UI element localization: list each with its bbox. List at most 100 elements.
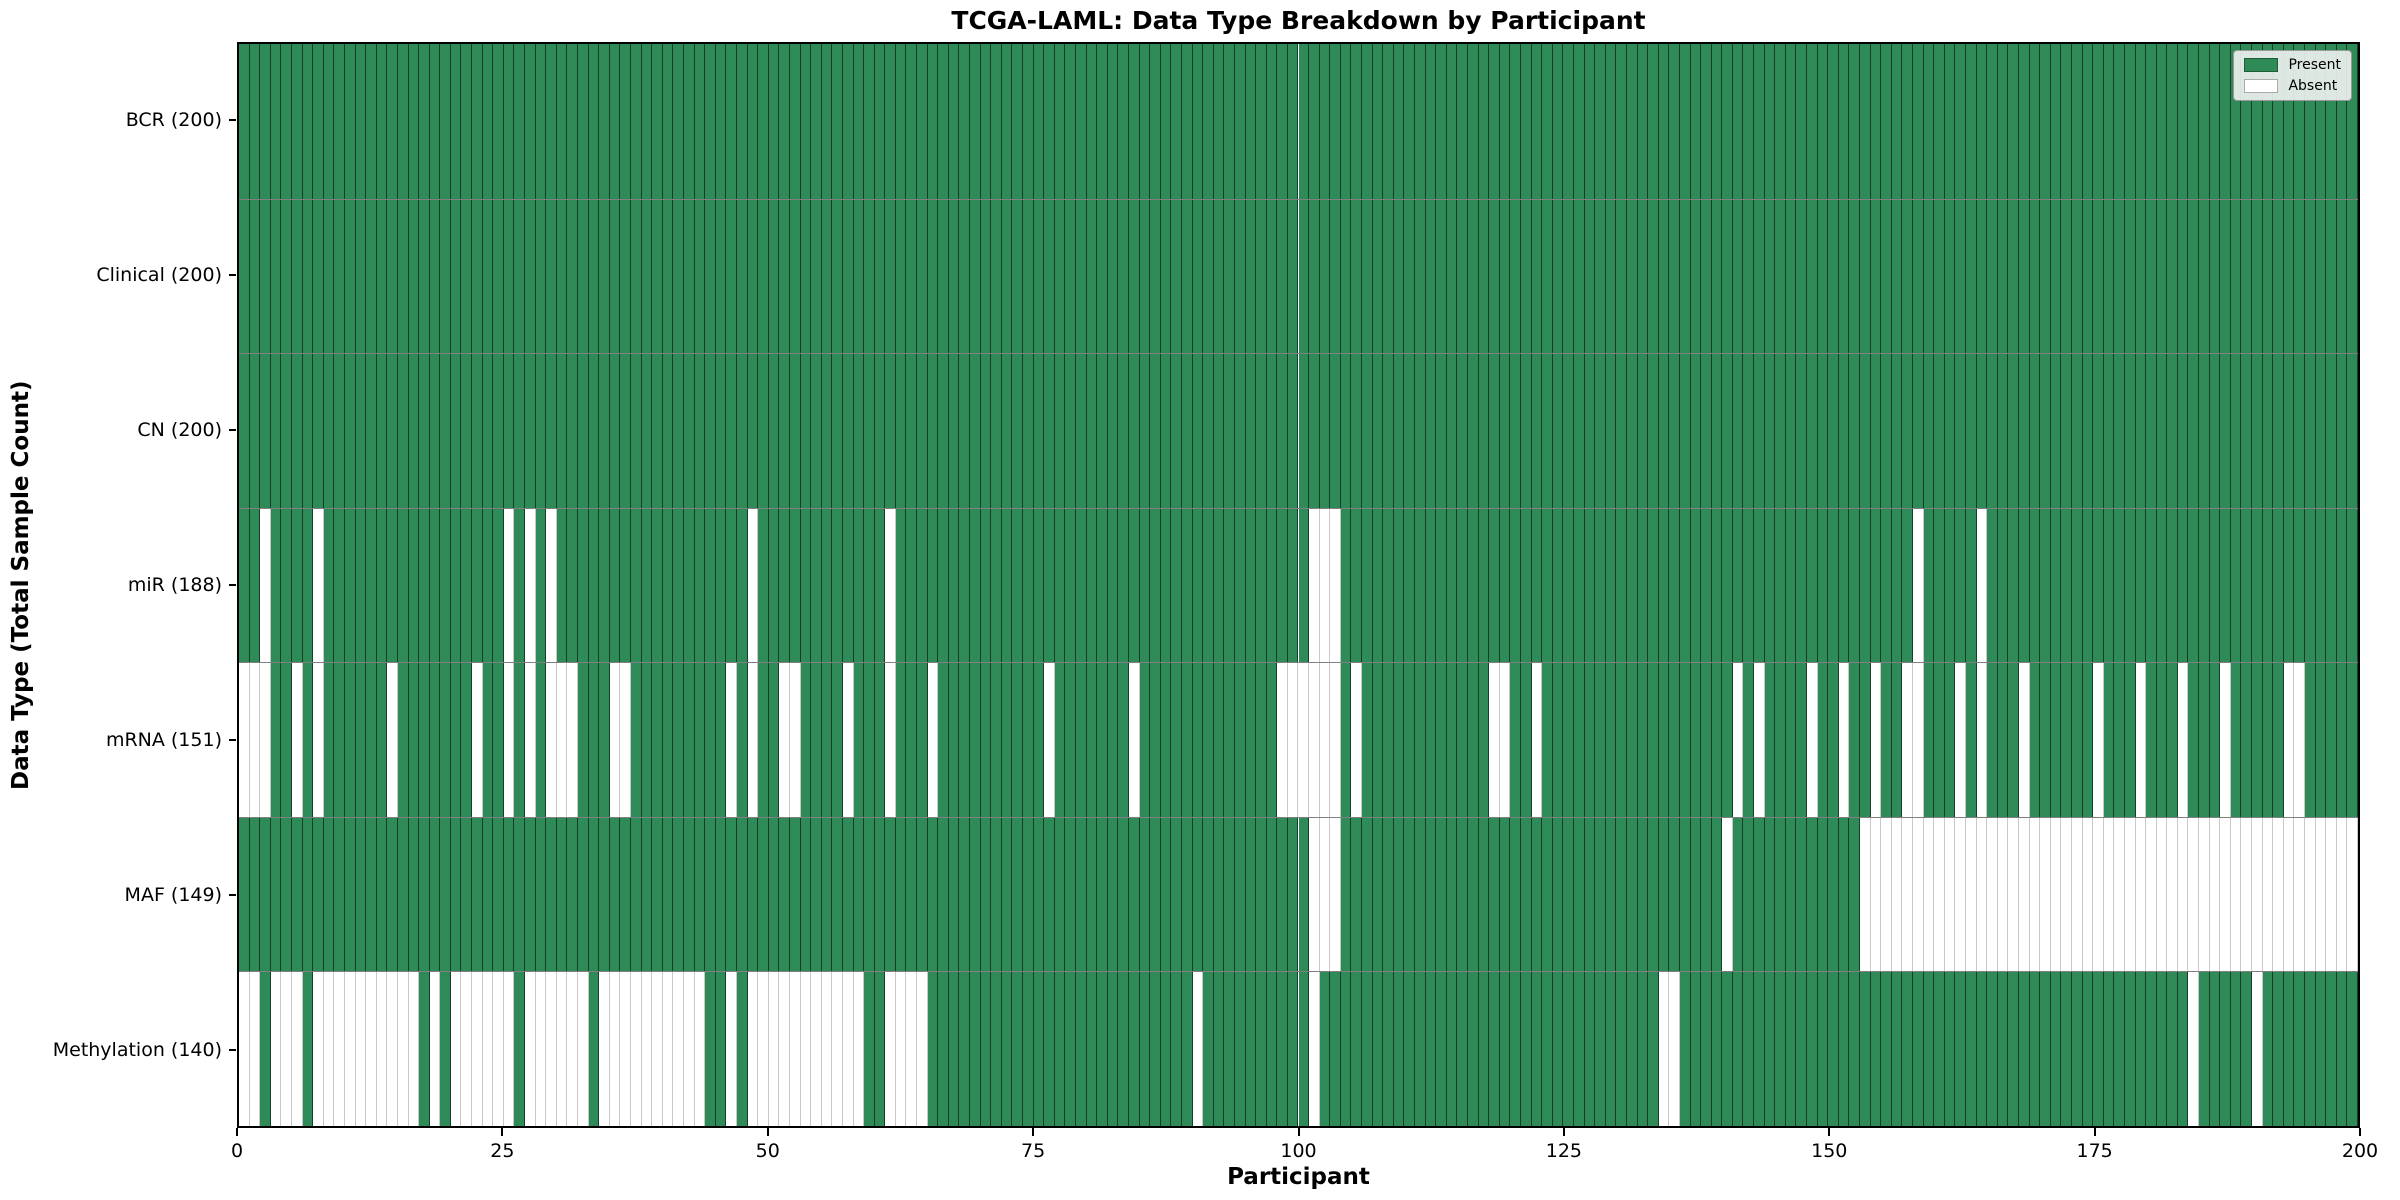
heatmap-cell xyxy=(821,972,833,1126)
heatmap-cell xyxy=(768,663,780,817)
heatmap-cell xyxy=(493,817,504,972)
heatmap-cell xyxy=(2230,354,2242,508)
heatmap-cell xyxy=(779,44,790,199)
heatmap-cell xyxy=(631,972,642,1126)
heatmap-cell xyxy=(482,354,494,508)
heatmap-cell xyxy=(1192,663,1204,817)
heatmap-cell xyxy=(1817,44,1829,199)
heatmap-cell xyxy=(535,508,547,663)
heatmap-cell xyxy=(461,354,473,508)
heatmap-cell xyxy=(2188,972,2200,1126)
heatmap-cell xyxy=(1489,972,1500,1126)
heatmap-cell xyxy=(895,817,907,972)
heatmap-cell xyxy=(493,44,504,199)
heatmap-cell xyxy=(2230,817,2242,972)
heatmap-cell xyxy=(1658,508,1670,663)
heatmap-cell xyxy=(482,972,494,1126)
heatmap-cell xyxy=(1351,508,1363,663)
heatmap-cell xyxy=(1319,199,1331,354)
heatmap-cell xyxy=(2209,354,2221,508)
heatmap-cell xyxy=(2061,817,2072,972)
heatmap-cell xyxy=(1891,817,1903,972)
heatmap-cell xyxy=(736,44,748,199)
heatmap-cell xyxy=(1669,354,1680,508)
heatmap-cell xyxy=(1468,817,1479,972)
heatmap-cell xyxy=(2103,663,2115,817)
heatmap-cell xyxy=(726,354,737,508)
heatmap-cell xyxy=(874,817,886,972)
heatmap-cell xyxy=(1224,663,1235,817)
heatmap-cell xyxy=(1097,354,1108,508)
heatmap-cell xyxy=(376,817,388,972)
heatmap-cell xyxy=(885,354,896,508)
heatmap-cell xyxy=(291,663,303,817)
heatmap-cell xyxy=(313,508,324,663)
heatmap-row xyxy=(239,816,2358,972)
heatmap-cell xyxy=(906,508,918,663)
heatmap-cell xyxy=(2315,817,2327,972)
heatmap-cell xyxy=(1404,44,1416,199)
heatmap-cell xyxy=(1987,354,1998,508)
heatmap-cell xyxy=(1192,972,1204,1126)
heatmap-cell xyxy=(2241,199,2253,354)
heatmap-cell xyxy=(1976,199,1988,354)
heatmap-cell xyxy=(1425,354,1437,508)
heatmap-cell xyxy=(1711,354,1723,508)
heatmap-cell xyxy=(1256,817,1267,972)
heatmap-cell xyxy=(938,44,949,199)
heatmap-cell xyxy=(514,817,526,972)
heatmap-cell xyxy=(1446,972,1458,1126)
heatmap-cell xyxy=(567,817,579,972)
heatmap-cell xyxy=(1118,817,1129,972)
heatmap-cell xyxy=(715,354,727,508)
y-tick-mark xyxy=(229,1049,236,1052)
y-tick-label: BCR (200) xyxy=(125,108,222,131)
heatmap-cell xyxy=(2050,972,2062,1126)
heatmap-cell xyxy=(1987,44,1998,199)
heatmap-cell xyxy=(1001,508,1013,663)
heatmap-cell xyxy=(1001,199,1013,354)
heatmap-cell xyxy=(620,817,631,972)
heatmap-cell xyxy=(2167,972,2178,1126)
heatmap-cell xyxy=(2199,354,2210,508)
heatmap-cell xyxy=(2336,508,2348,663)
heatmap-cell xyxy=(2199,199,2210,354)
heatmap-cell xyxy=(1595,508,1606,663)
heatmap-cell xyxy=(1626,199,1638,354)
heatmap-cell xyxy=(2018,972,2030,1126)
heatmap-cell xyxy=(768,354,780,508)
heatmap-cell xyxy=(313,44,324,199)
heatmap-cell xyxy=(1923,354,1935,508)
heatmap-cell xyxy=(2071,354,2083,508)
heatmap-cell xyxy=(1679,508,1691,663)
heatmap-cell xyxy=(1722,354,1733,508)
heatmap-cell xyxy=(811,508,822,663)
heatmap-cell xyxy=(1955,972,1966,1126)
heatmap-cell xyxy=(1234,354,1246,508)
heatmap-cell xyxy=(2167,817,2178,972)
heatmap-cell xyxy=(397,199,409,354)
heatmap-cell xyxy=(1404,663,1416,817)
heatmap-cell xyxy=(885,663,896,817)
heatmap-cell xyxy=(1648,199,1659,354)
heatmap-cell xyxy=(662,972,674,1126)
heatmap-cell xyxy=(1118,508,1129,663)
heatmap-cell xyxy=(270,199,282,354)
heatmap-cell xyxy=(1934,817,1945,972)
heatmap-cell xyxy=(1076,817,1087,972)
heatmap-cell xyxy=(503,663,515,817)
heatmap-cell xyxy=(1860,817,1871,972)
heatmap-cell xyxy=(1722,199,1733,354)
heatmap-cell xyxy=(948,354,960,508)
heatmap-cell xyxy=(535,817,547,972)
heatmap-cell xyxy=(1340,199,1352,354)
heatmap-cell xyxy=(323,663,335,817)
heatmap-cell xyxy=(482,199,494,354)
heatmap-cell xyxy=(291,199,303,354)
heatmap-cell xyxy=(239,663,250,817)
heatmap-cell xyxy=(2071,972,2083,1126)
heatmap-cell xyxy=(631,44,642,199)
heatmap-cell xyxy=(2305,44,2316,199)
heatmap-cell xyxy=(1796,972,1808,1126)
